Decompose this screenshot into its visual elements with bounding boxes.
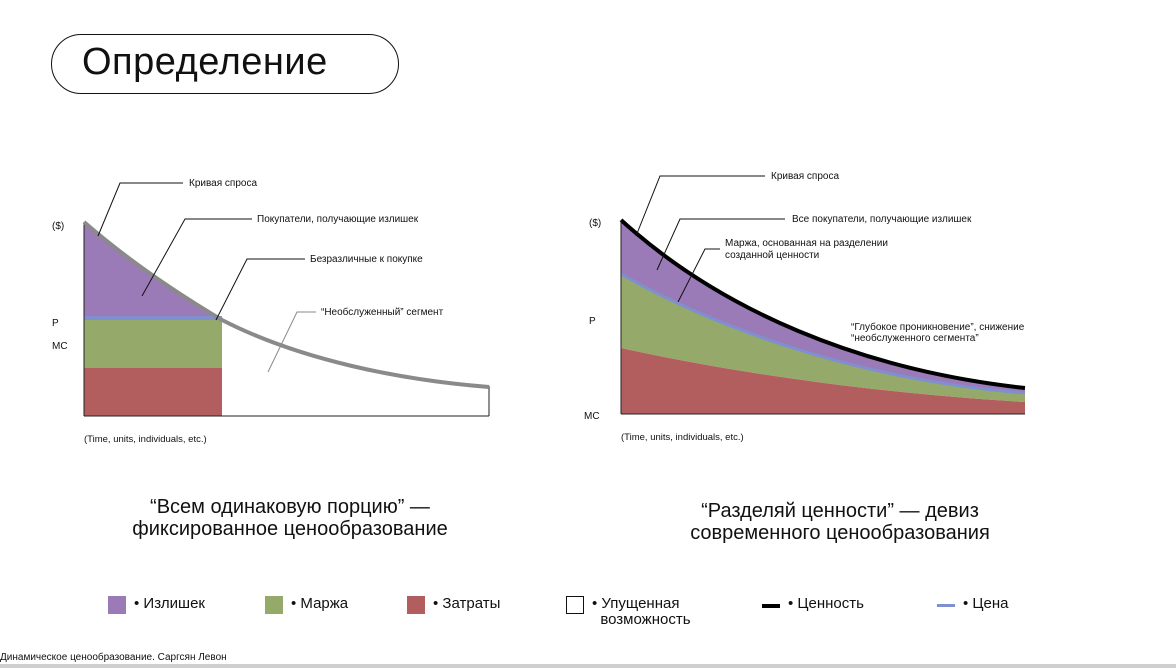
left-demand-callout-line — [97, 182, 183, 237]
right-mc-label: MC — [584, 411, 600, 422]
right-all-buyers-callout: Все покупатели, получающие излишек — [792, 214, 972, 225]
right-deep-callout-line1: “Глубокое проникновение”, снижение — [851, 321, 1025, 333]
right-x-label: (Time, units, individuals, etc.) — [621, 432, 744, 443]
left-unserved-callout: “Необслуженный” сегмент — [321, 306, 444, 318]
left-x-label: (Time, units, individuals, etc.) — [84, 434, 207, 445]
right-caption-line2: современного ценообразования — [690, 522, 990, 544]
left-indifferent-callout-line — [215, 258, 305, 321]
footer-text: Динамическое ценообразование. Саргсян Ле… — [0, 652, 227, 663]
legend-value: • Ценность — [762, 596, 864, 612]
right-margin-callout-line1: Маржа, основанная на разделении — [725, 238, 888, 249]
right-diagram: ($) P MC (Time, units, individuals, etc.… — [584, 171, 1026, 443]
right-surplus-area — [621, 220, 1025, 393]
right-p-label: P — [589, 316, 596, 327]
legend-missed: • Упущенная возможность — [566, 596, 691, 628]
legend-margin-label: • Маржа — [291, 595, 349, 612]
left-diagram: ($) P MC (Time, units, individuals, etc.… — [52, 178, 490, 445]
right-all-buyers-callout-line — [656, 218, 785, 271]
left-y-label: ($) — [52, 221, 64, 232]
legend-costs-label: • Затраты — [433, 595, 501, 612]
legend-missed-label: • Упущенная возможность — [592, 595, 691, 628]
legend-surplus-label: • Излишек — [134, 595, 205, 612]
left-demand-callout: Кривая спроса — [189, 178, 257, 189]
footer-rule — [0, 664, 1176, 668]
blue-line-icon — [937, 604, 955, 607]
left-price-line — [84, 316, 222, 320]
green-square-icon — [265, 596, 283, 614]
right-caption-line1: “Разделяй ценности” — девиз — [701, 500, 979, 522]
left-demand-curve — [82, 220, 490, 389]
left-p-label: P — [52, 318, 59, 329]
right-margin-callout-line2: созданной ценности — [725, 250, 819, 261]
black-line-icon — [762, 604, 780, 608]
legend-costs: • Затраты — [407, 596, 500, 614]
page-title: Определение — [82, 41, 328, 83]
left-surplus-area — [84, 222, 222, 320]
right-demand-callout-line — [635, 175, 765, 237]
legend-margin: • Маржа — [265, 596, 348, 614]
left-unserved-callout-line — [267, 311, 316, 373]
left-costs-area — [84, 368, 222, 416]
left-surplus-callout-line — [141, 218, 252, 297]
right-costs-area — [621, 348, 1025, 414]
left-caption: “Всем одинаковую порцию” — фиксированное… — [90, 496, 490, 540]
right-demand-callout: Кривая спроса — [771, 171, 839, 182]
left-surplus-callout: Покупатели, получающие излишек — [257, 214, 419, 225]
left-caption-line2: фиксированное ценообразование — [132, 518, 448, 540]
red-square-icon — [407, 596, 425, 614]
purple-square-icon — [108, 596, 126, 614]
right-caption: “Разделяй ценности” — девиз современного… — [640, 500, 1040, 544]
left-mc-label: MC — [52, 341, 68, 352]
right-margin-callout-line — [677, 248, 720, 303]
white-square-icon — [566, 596, 584, 614]
legend-surplus: • Излишек — [108, 596, 205, 614]
right-price-curve — [620, 272, 1026, 395]
legend-price-label: • Цена — [963, 595, 1009, 612]
left-margin-area — [84, 320, 222, 368]
left-indifferent-callout: Безразличные к покупке — [310, 254, 423, 265]
title-pill: Определение — [51, 34, 399, 94]
right-deep-callout-line2: “необслуженного сегмента” — [851, 332, 979, 344]
right-y-label: ($) — [589, 218, 601, 229]
left-caption-line1: “Всем одинаковую порцию” — — [150, 496, 430, 518]
legend-price: • Цена — [937, 596, 1008, 612]
legend-value-label: • Ценность — [788, 595, 864, 612]
